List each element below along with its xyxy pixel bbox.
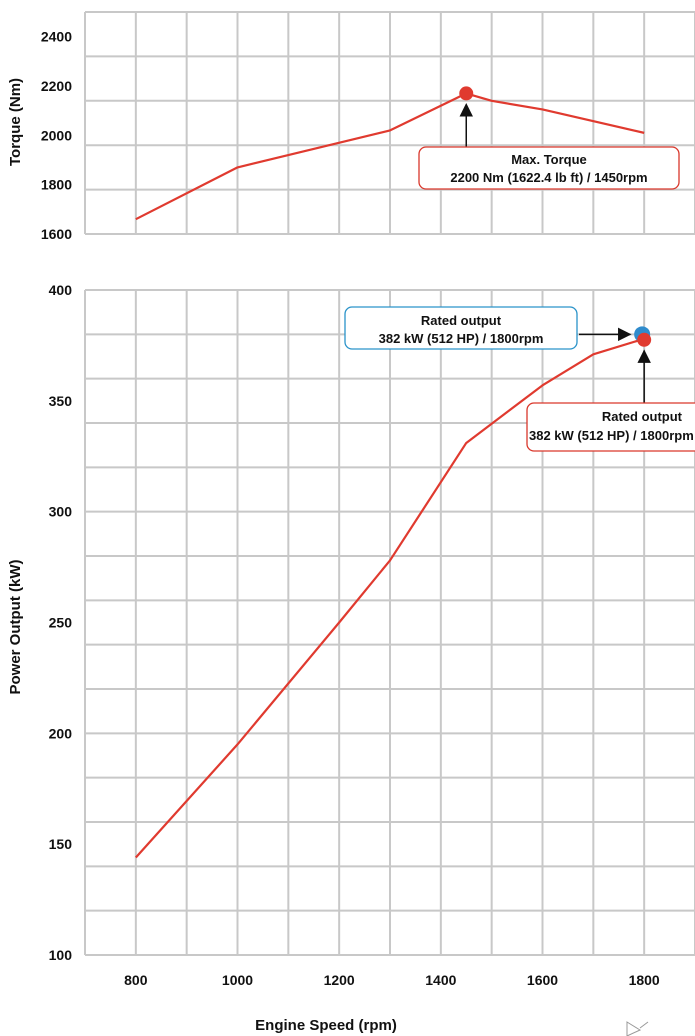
x-tick-label: 1200 [324,972,355,988]
torque-y-tick-label: 2400 [41,29,72,45]
power-gridlines [84,289,695,956]
torque-y-tick-label: 1800 [41,177,72,193]
rated-output-value-red: 382 kW (512 HP) / 1800rpm [529,428,694,443]
torque-gridlines [84,11,695,235]
power-panel: 100 150 200 250 300 350 400 800 1000 1200 1400 160… [7,282,695,1034]
x-tick-label: 1600 [527,972,558,988]
rated-output-box-red [526,402,695,452]
rated-output-callout-red: Rated output 382 kW (512 HP) / 1800rpm [526,349,695,452]
power-markers [634,326,652,347]
max-torque-callout: Max. Torque 2200 Nm (1622.4 lb ft) / 145… [418,103,680,190]
torque-axis-title: Torque (Nm) [7,78,24,166]
power-axis-title: Power Output (kW) [7,560,24,695]
power-y-tick-label: 250 [49,615,73,631]
torque-markers [459,86,474,101]
rated-output-title-blue: Rated output [421,313,502,328]
corner-cursor-icon [626,1021,649,1036]
torque-y-tick-labels: 1600 1800 2000 2200 2400 [41,29,72,242]
x-tick-label: 800 [124,972,148,988]
power-curve [135,337,645,859]
power-y-tick-label: 200 [49,725,73,741]
x-tick-label: 1000 [222,972,253,988]
power-y-tick-label: 400 [49,282,73,298]
torque-y-tick-label: 2000 [41,127,72,143]
power-y-tick-label: 100 [49,947,73,963]
rated-output-point-red [637,332,652,347]
x-tick-labels: 800 1000 1200 1400 1600 1800 [124,972,660,988]
torque-y-tick-label: 2200 [41,78,72,94]
max-torque-point [459,86,474,101]
rated-output-value-blue: 382 kW (512 HP) / 1800rpm [379,331,544,346]
x-axis-title: Engine Speed (rpm) [255,1017,397,1034]
x-tick-label: 1400 [425,972,456,988]
power-y-tick-label: 300 [49,504,73,520]
power-y-tick-labels: 100 150 200 250 300 350 400 [49,282,73,963]
power-y-tick-label: 350 [49,393,73,409]
max-torque-title: Max. Torque [511,152,587,167]
x-tick-label: 1800 [629,972,660,988]
rated-output-box-blue [344,306,578,350]
torque-panel: 1600 1800 2000 2200 2400 Torque (Nm) Max. To… [7,11,695,242]
power-y-tick-label: 150 [49,836,73,852]
rated-output-callout-blue: Rated output 382 kW (512 HP) / 1800rpm [344,306,632,350]
max-torque-box [418,146,680,190]
max-torque-value: 2200 Nm (1622.4 lb ft) / 1450rpm [450,170,647,185]
torque-y-tick-label: 1600 [41,226,72,242]
rated-output-title-red: Rated output [602,409,683,424]
